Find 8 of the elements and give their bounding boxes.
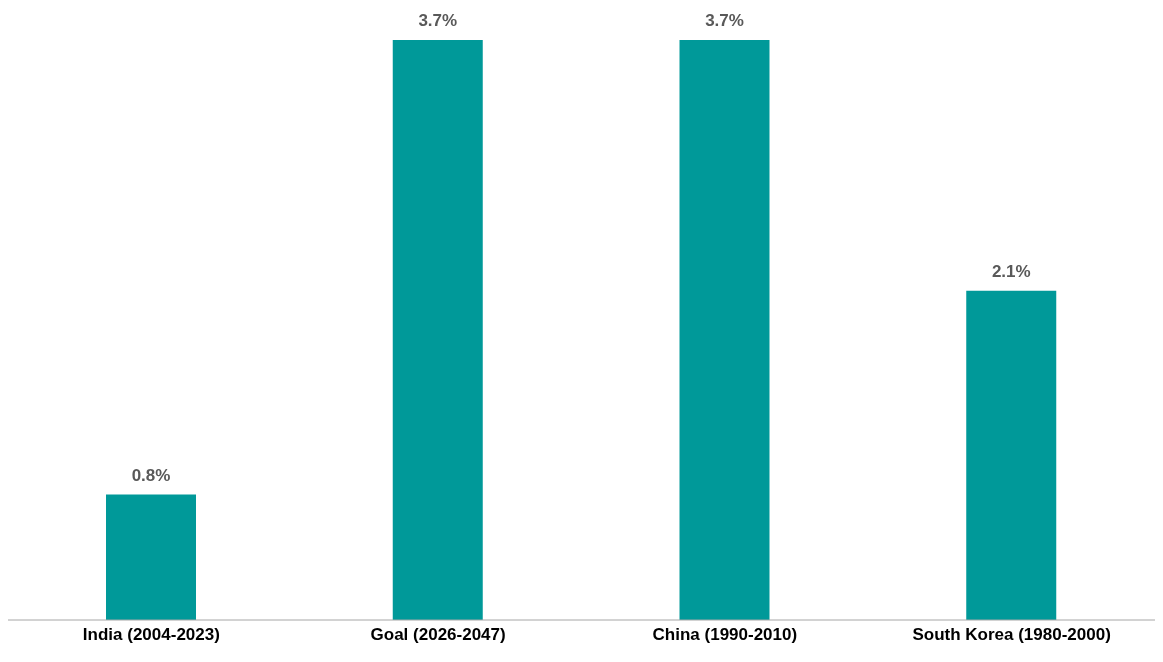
data-label: 3.7% (418, 11, 458, 30)
data-label: 0.8% (131, 465, 171, 485)
x-tick-label: China (1990-2010) (652, 625, 798, 645)
data-label: 2.1% (991, 261, 1031, 281)
x-tick-label: South Korea (1980-2000) (912, 625, 1111, 645)
x-tick-label: India (2004-2023) (82, 625, 220, 645)
data-label: 3.7% (705, 11, 744, 30)
x-tick-label: Goal (2026-2047) (370, 625, 506, 645)
